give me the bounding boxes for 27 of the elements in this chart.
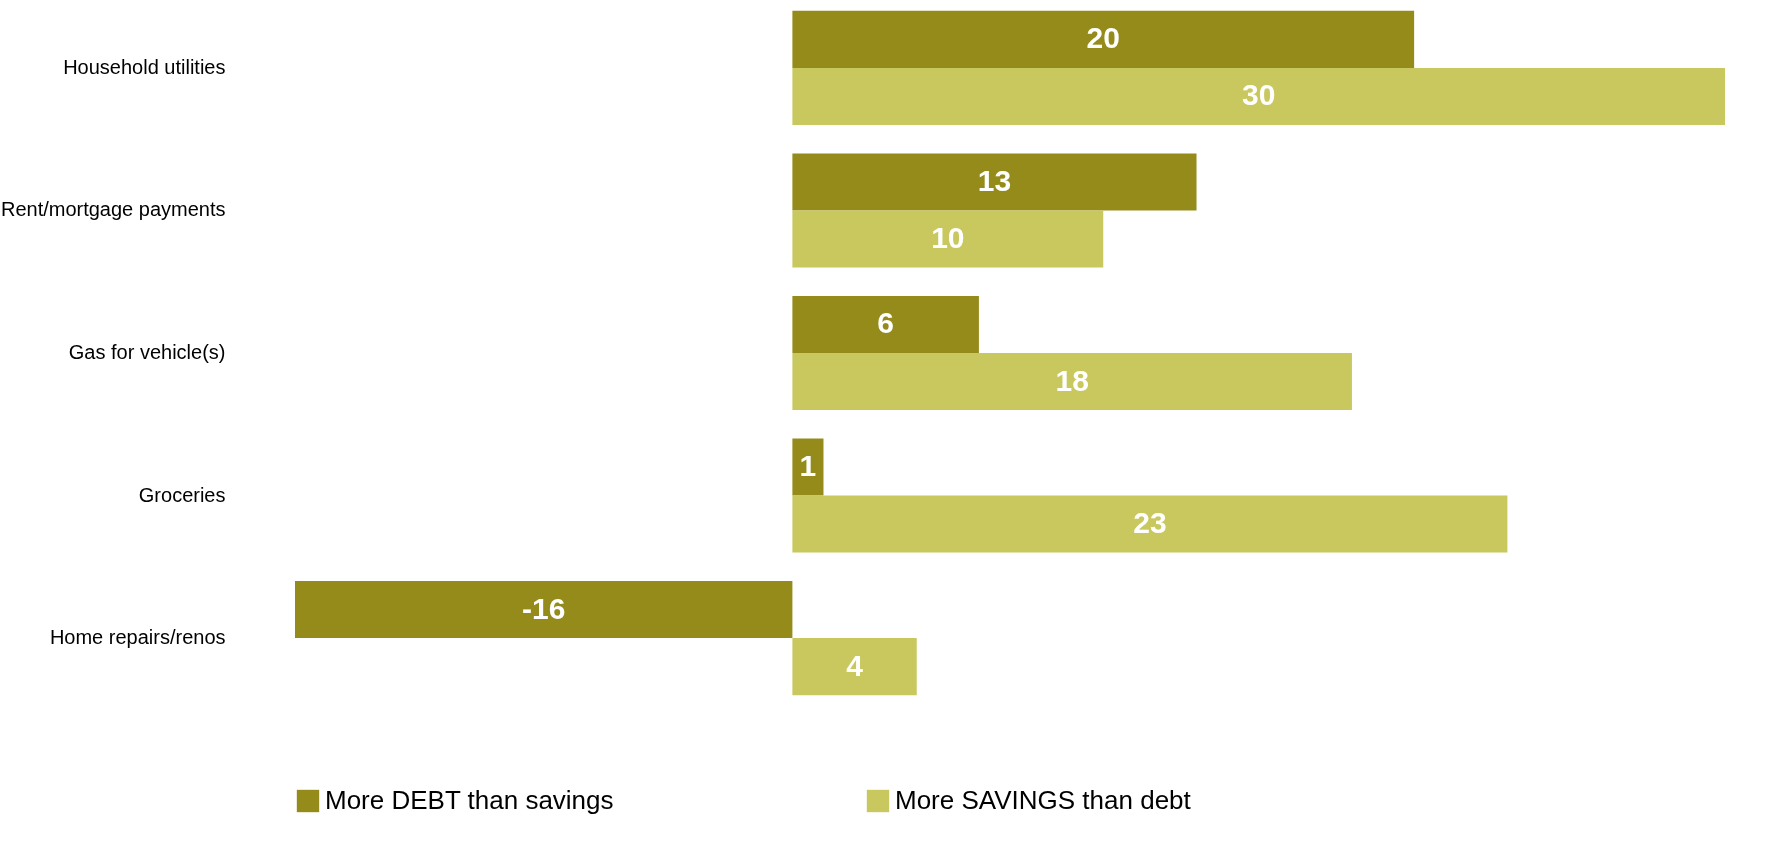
data-label: 10 bbox=[931, 220, 965, 254]
bar bbox=[792, 638, 917, 696]
data-label: 13 bbox=[977, 163, 1012, 197]
bar bbox=[792, 495, 1508, 553]
data-label: -16 bbox=[522, 591, 566, 625]
bar bbox=[792, 353, 1352, 411]
bar bbox=[792, 210, 1104, 268]
bar bbox=[295, 581, 793, 639]
y-tick-label: Rent/mortgage payments bbox=[0, 198, 226, 221]
y-tick-label: Home repairs/renos bbox=[49, 626, 226, 649]
data-label: 30 bbox=[1242, 78, 1276, 112]
data-label: 23 bbox=[1133, 506, 1167, 540]
legend-label: More SAVINGS than debt bbox=[895, 785, 1192, 815]
data-label: 4 bbox=[846, 648, 864, 682]
legend-label: More DEBT than savings bbox=[325, 785, 614, 815]
y-tick-label: Groceries bbox=[138, 483, 226, 506]
data-label: 20 bbox=[1086, 21, 1120, 55]
bar bbox=[792, 438, 824, 496]
bar bbox=[792, 295, 979, 353]
data-label: 1 bbox=[799, 449, 817, 483]
bar bbox=[792, 10, 1415, 68]
bar bbox=[792, 153, 1197, 211]
data-label: 6 bbox=[877, 306, 894, 340]
data-label: 18 bbox=[1055, 363, 1089, 397]
y-tick-label: Household utilities bbox=[63, 55, 226, 78]
bar bbox=[792, 67, 1725, 125]
y-tick-label: Gas for vehicle(s) bbox=[68, 341, 226, 363]
